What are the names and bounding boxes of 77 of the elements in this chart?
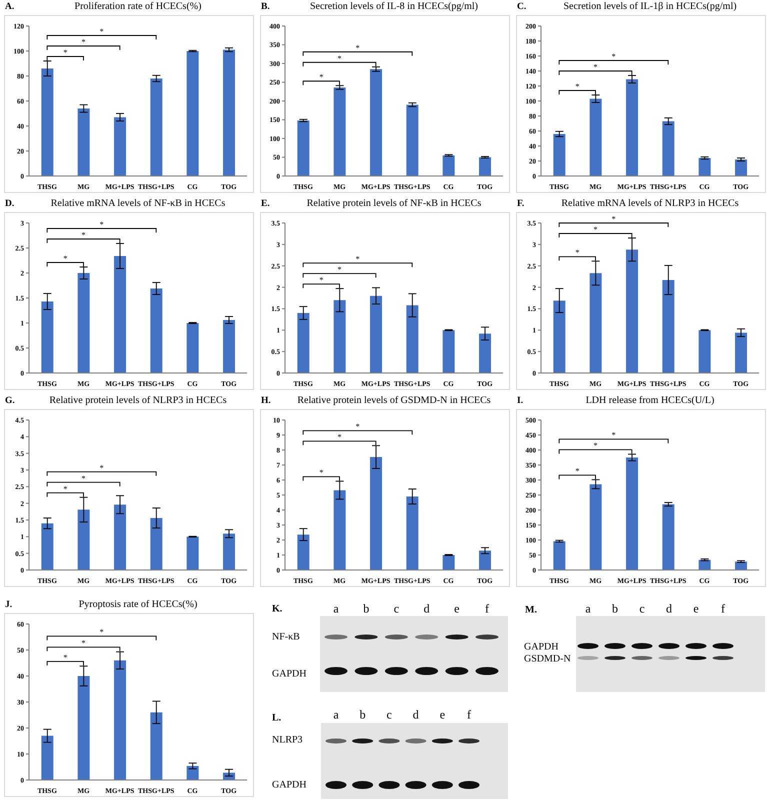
text: M.	[525, 604, 537, 616]
annotation: *	[63, 48, 68, 57]
annotation: *	[356, 254, 360, 264]
chart-title: Relative protein levels of NF-κB in HCECs	[306, 198, 482, 209]
annotation: *	[63, 254, 68, 263]
category-label: b	[612, 602, 618, 616]
category-label: e	[693, 602, 699, 616]
chart-title: Secretion levels of IL-8 in HCECs(pg/ml)	[310, 1, 478, 12]
annotation: *	[100, 628, 104, 637]
annotation: *	[612, 52, 616, 61]
text: J.	[5, 599, 12, 611]
category-label: a	[333, 708, 339, 722]
text: H.	[261, 395, 271, 407]
category-label: e	[454, 602, 460, 616]
annotation: *	[338, 432, 342, 442]
annotation: *	[594, 62, 598, 72]
annotation: *	[356, 422, 360, 432]
chart-title: Relative protein levels of GSDMD-N in HCECs	[297, 395, 491, 406]
annotation: *	[319, 276, 324, 285]
category-label: GAPDH	[524, 642, 558, 652]
category-label: NF-κB	[272, 632, 300, 642]
category-label: f	[721, 602, 725, 616]
text: A.	[5, 1, 14, 13]
category-label: GAPDH	[272, 668, 306, 680]
annotation: *	[612, 214, 616, 224]
text: C.	[517, 1, 526, 13]
annotation: *	[82, 474, 86, 483]
chart-title: Proliferation rate of HCECs(%)	[74, 1, 202, 12]
chart-title: Pyroptosis rate of HCECs(%)	[78, 599, 198, 610]
annotation: *	[338, 265, 342, 274]
category-label: c	[639, 602, 645, 616]
chart-title: LDH release from HCECs(U/L)	[586, 395, 714, 406]
annotation: *	[338, 54, 342, 63]
category-label: f	[485, 602, 489, 616]
annotation: *	[594, 225, 598, 234]
annotation: *	[100, 463, 104, 472]
category-label: d	[412, 708, 419, 722]
annotation: *	[594, 441, 598, 450]
category-label: c	[386, 708, 392, 722]
annotation: *	[319, 468, 324, 478]
text: B.	[261, 1, 270, 13]
category-label: b	[363, 602, 370, 616]
annotation: *	[575, 82, 580, 91]
annotation: *	[575, 466, 580, 476]
annotation: *	[63, 652, 68, 662]
category-label: c	[394, 602, 400, 616]
text: K.	[272, 604, 282, 614]
chart-title: Relative protein levels of NLRP3 in HCECs	[49, 395, 227, 406]
annotation: *	[82, 230, 86, 240]
chart-title: Relative mRNA levels of NLRP3 in HCECs	[561, 198, 739, 209]
category-label: d	[666, 602, 672, 616]
annotation: *	[612, 430, 616, 440]
category-label: a	[333, 602, 339, 616]
text: I.	[517, 395, 524, 407]
annotation: *	[100, 220, 104, 229]
category-label: NLRP3	[272, 734, 303, 746]
chart-title: Relative mRNA levels of NF-κB in HCECs	[50, 198, 226, 209]
chart-title: Secretion levels of IL-1β in HCECs(pg/ml)	[563, 1, 737, 12]
category-label: d	[424, 602, 430, 616]
annotation: *	[575, 248, 580, 258]
category-label: a	[585, 602, 591, 616]
annotation: *	[82, 38, 86, 46]
annotation: *	[63, 484, 68, 494]
annotation: *	[82, 638, 86, 648]
text: L.	[272, 712, 282, 724]
category-label: f	[467, 708, 471, 722]
category-label: GSDMD-N	[524, 654, 571, 664]
text: D.	[5, 198, 14, 210]
category-label: GAPDH	[272, 780, 306, 790]
annotation: *	[319, 72, 324, 82]
text: E.	[261, 198, 270, 210]
annotation: *	[100, 27, 104, 36]
text: G.	[5, 395, 15, 407]
annotation: *	[356, 43, 360, 52]
category-label: e	[440, 708, 446, 722]
category-label: b	[360, 708, 366, 722]
text: F.	[517, 198, 524, 210]
